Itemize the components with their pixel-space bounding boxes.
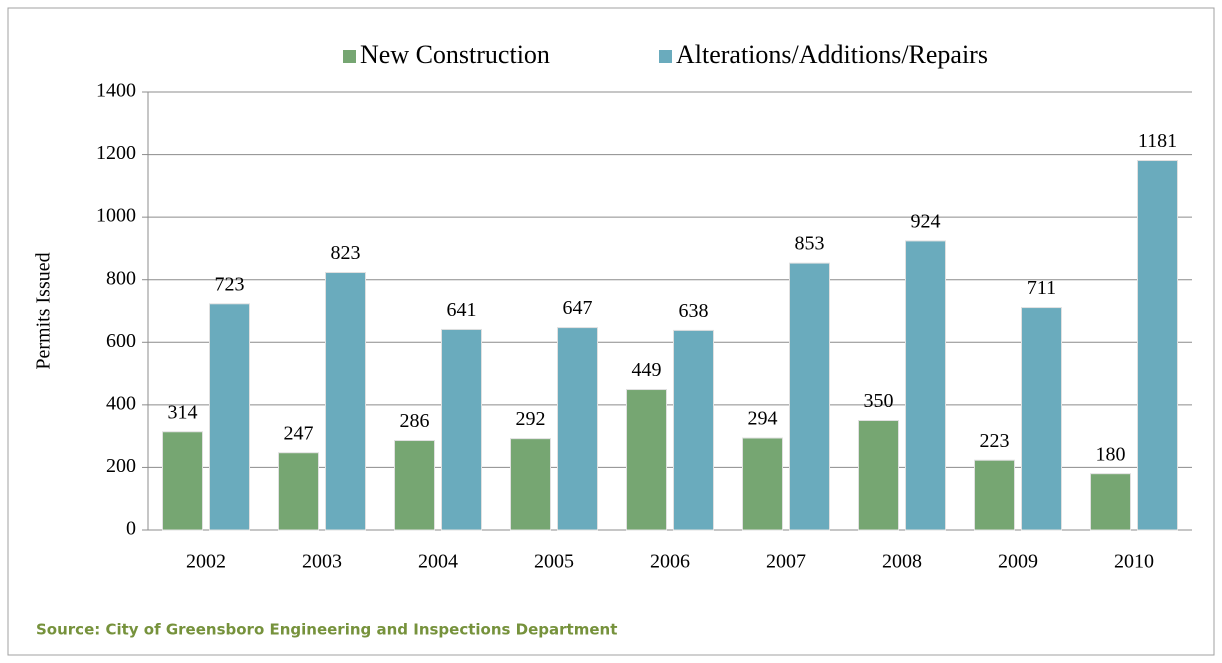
bar	[742, 437, 783, 531]
legend-swatch	[659, 50, 672, 63]
bar	[905, 240, 946, 531]
data-label: 292	[516, 408, 546, 430]
y-tick-label: 1000	[96, 205, 136, 227]
bar	[626, 389, 667, 531]
data-label: 294	[748, 408, 778, 430]
bar	[325, 272, 366, 531]
y-axis-label: Permits Issued	[33, 252, 55, 369]
x-tick-label: 2009	[998, 551, 1038, 573]
data-label: 711	[1027, 277, 1056, 299]
bar	[1090, 473, 1131, 531]
x-tick-label: 2008	[882, 551, 922, 573]
bar	[441, 328, 482, 531]
x-tick-label: 2007	[766, 551, 806, 573]
data-label: 853	[795, 233, 825, 255]
data-label: 723	[215, 273, 245, 295]
bar	[510, 438, 551, 531]
bar	[1137, 160, 1178, 531]
bar	[858, 420, 899, 531]
data-label: 638	[679, 300, 709, 322]
data-label: 180	[1096, 443, 1126, 465]
data-label: 286	[400, 410, 430, 432]
data-label: 223	[980, 430, 1010, 452]
data-label: 1181	[1138, 130, 1177, 152]
data-label: 647	[563, 297, 593, 319]
legend-swatch	[343, 50, 356, 63]
data-label: 823	[331, 242, 361, 264]
x-tick-label: 2004	[418, 551, 458, 573]
x-tick-label: 2002	[186, 551, 226, 573]
data-label: 350	[864, 390, 894, 412]
source: Source: City of Greensboro Engineering a…	[36, 621, 617, 639]
x-tick-label: 2010	[1114, 551, 1154, 573]
legend-label: New Construction	[360, 40, 550, 69]
bar	[557, 327, 598, 531]
bar	[394, 440, 435, 531]
bar	[789, 262, 830, 531]
y-tick-label: 200	[106, 455, 136, 477]
y-tick-label: 0	[126, 518, 136, 540]
y-tick-label: 400	[106, 392, 136, 414]
data-label: 247	[284, 422, 314, 444]
y-tick-label: 800	[106, 267, 136, 289]
bar	[162, 431, 203, 531]
data-label: 314	[168, 401, 198, 423]
data-label: 641	[447, 299, 477, 321]
y-tick-label: 1200	[96, 142, 136, 164]
data-label: 449	[632, 359, 662, 381]
x-tick-label: 2003	[302, 551, 342, 573]
x-tick-label: 2006	[650, 551, 690, 573]
bar	[974, 459, 1015, 531]
bar	[673, 329, 714, 531]
bar	[1021, 307, 1062, 531]
x-tick-label: 2005	[534, 551, 574, 573]
y-tick-label: 1400	[96, 80, 136, 102]
legend-label: Alterations/Additions/Repairs	[676, 40, 988, 69]
y-tick-label: 600	[106, 330, 136, 352]
data-label: 924	[911, 211, 941, 233]
bar	[209, 303, 250, 531]
bar	[278, 452, 319, 531]
